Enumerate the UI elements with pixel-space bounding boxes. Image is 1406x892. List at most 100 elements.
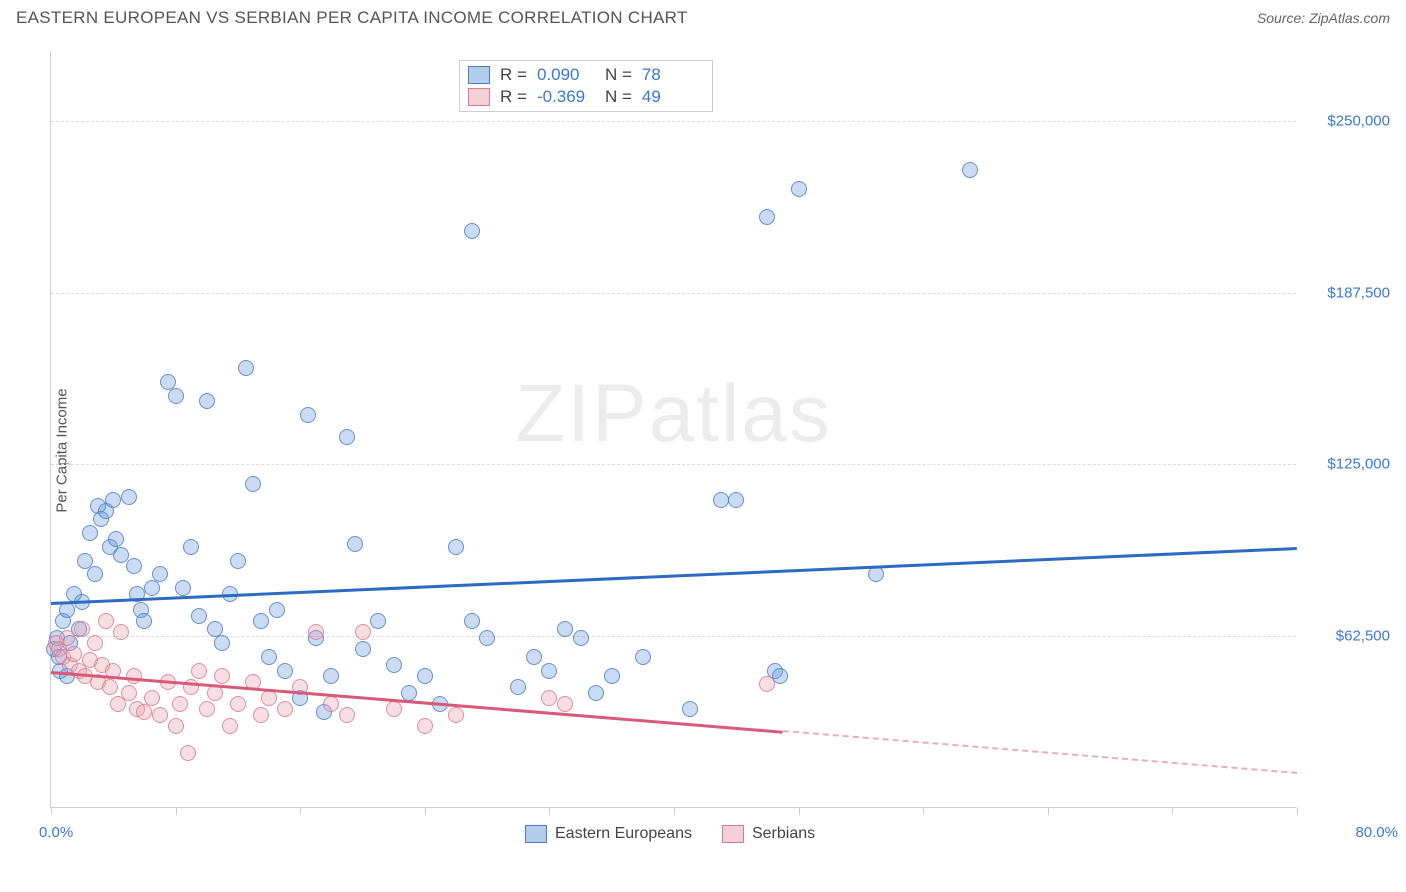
stat-r-value: -0.369 bbox=[537, 87, 595, 107]
data-point bbox=[136, 613, 152, 629]
data-point bbox=[253, 707, 269, 723]
data-point bbox=[308, 624, 324, 640]
data-point bbox=[464, 223, 480, 239]
data-point bbox=[541, 663, 557, 679]
gridline bbox=[51, 293, 1296, 294]
legend-item: Eastern Europeans bbox=[525, 825, 692, 843]
x-tick bbox=[425, 807, 426, 815]
data-point bbox=[175, 580, 191, 596]
data-point bbox=[238, 360, 254, 376]
data-point bbox=[635, 649, 651, 665]
legend-item: Serbians bbox=[722, 825, 815, 843]
data-point bbox=[386, 701, 402, 717]
data-point bbox=[479, 630, 495, 646]
x-tick bbox=[1048, 807, 1049, 815]
data-point bbox=[168, 718, 184, 734]
trend-line bbox=[783, 730, 1297, 774]
data-point bbox=[448, 539, 464, 555]
data-point bbox=[269, 602, 285, 618]
data-point bbox=[791, 181, 807, 197]
stat-n-label: N = bbox=[605, 65, 632, 85]
x-tick bbox=[1297, 807, 1298, 815]
data-point bbox=[261, 690, 277, 706]
data-point bbox=[253, 613, 269, 629]
data-point bbox=[102, 679, 118, 695]
data-point bbox=[417, 718, 433, 734]
data-point bbox=[682, 701, 698, 717]
stat-n-value: 78 bbox=[642, 65, 700, 85]
data-point bbox=[464, 613, 480, 629]
data-point bbox=[557, 696, 573, 712]
x-tick bbox=[300, 807, 301, 815]
data-point bbox=[199, 393, 215, 409]
data-point bbox=[199, 701, 215, 717]
data-point bbox=[230, 696, 246, 712]
bottom-legend: Eastern Europeans Serbians bbox=[525, 825, 815, 843]
x-tick bbox=[176, 807, 177, 815]
legend-label: Eastern Europeans bbox=[555, 825, 692, 843]
data-point bbox=[962, 162, 978, 178]
data-point bbox=[526, 649, 542, 665]
source-attribution: Source: ZipAtlas.com bbox=[1257, 10, 1390, 26]
data-point bbox=[108, 531, 124, 547]
data-point bbox=[82, 525, 98, 541]
data-point bbox=[180, 745, 196, 761]
data-point bbox=[183, 539, 199, 555]
data-point bbox=[230, 553, 246, 569]
data-point bbox=[604, 668, 620, 684]
data-point bbox=[728, 492, 744, 508]
data-point bbox=[355, 624, 371, 640]
data-point bbox=[59, 602, 75, 618]
stat-r-value: 0.090 bbox=[537, 65, 595, 85]
data-point bbox=[759, 676, 775, 692]
data-point bbox=[126, 558, 142, 574]
data-point bbox=[541, 690, 557, 706]
series-swatch bbox=[468, 66, 490, 84]
data-point bbox=[191, 608, 207, 624]
data-point bbox=[300, 407, 316, 423]
data-point bbox=[245, 476, 261, 492]
data-point bbox=[261, 649, 277, 665]
data-point bbox=[121, 685, 137, 701]
y-tick-label: $187,500 bbox=[1304, 284, 1390, 301]
x-tick bbox=[674, 807, 675, 815]
data-point bbox=[222, 718, 238, 734]
x-tick bbox=[51, 807, 52, 815]
data-point bbox=[136, 704, 152, 720]
y-tick-label: $125,000 bbox=[1304, 456, 1390, 473]
data-point bbox=[152, 707, 168, 723]
stat-r-label: R = bbox=[500, 65, 527, 85]
stats-row: R =-0.369N =49 bbox=[468, 86, 700, 108]
stat-n-value: 49 bbox=[642, 87, 700, 107]
data-point bbox=[214, 668, 230, 684]
chart-container: Per Capita Income ZIPatlas R =0.090N =78… bbox=[50, 52, 1390, 832]
data-point bbox=[347, 536, 363, 552]
data-point bbox=[98, 613, 114, 629]
data-point bbox=[386, 657, 402, 673]
stats-row: R = 0.090 N = 78 bbox=[468, 64, 700, 86]
stats-legend-box: R = 0.090 N = 78R = -0.369 N = 49 bbox=[459, 60, 713, 112]
watermark: ZIPatlas bbox=[515, 367, 832, 461]
data-point bbox=[573, 630, 589, 646]
data-point bbox=[557, 621, 573, 637]
data-point bbox=[417, 668, 433, 684]
data-point bbox=[74, 621, 90, 637]
data-point bbox=[59, 630, 75, 646]
data-point bbox=[168, 388, 184, 404]
series-swatch bbox=[468, 88, 490, 106]
data-point bbox=[370, 613, 386, 629]
data-point bbox=[759, 209, 775, 225]
x-tick bbox=[799, 807, 800, 815]
data-point bbox=[87, 566, 103, 582]
data-point bbox=[121, 489, 137, 505]
data-point bbox=[113, 624, 129, 640]
x-tick bbox=[549, 807, 550, 815]
x-tick bbox=[923, 807, 924, 815]
y-tick-label: $250,000 bbox=[1304, 112, 1390, 129]
data-point bbox=[172, 696, 188, 712]
stat-n-label: N = bbox=[605, 87, 632, 107]
plot-area: ZIPatlas R =0.090N =78R =-0.369N =49 Eas… bbox=[50, 52, 1296, 808]
x-tick bbox=[1172, 807, 1173, 815]
data-point bbox=[713, 492, 729, 508]
data-point bbox=[339, 707, 355, 723]
